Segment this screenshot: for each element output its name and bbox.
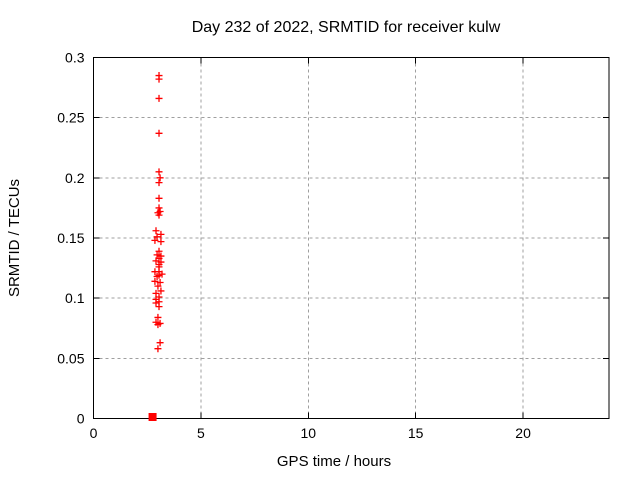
chart-title: Day 232 of 2022, SRMTID for receiver kul…: [192, 19, 501, 36]
data-point-plus: [153, 273, 161, 281]
data-point-plus: [152, 227, 160, 235]
data-point-plus: [155, 204, 163, 212]
y-axis-label: SRMTID / TECUs: [6, 179, 23, 297]
data-point-plus: [155, 129, 163, 137]
y-tick-label: 0.1: [65, 290, 85, 306]
data-point-plus: [154, 345, 162, 353]
data-point-plus: [155, 211, 163, 219]
data-point-square: [148, 413, 157, 421]
x-tick-label: 0: [90, 425, 98, 441]
x-axis-label: GPS time / hours: [277, 453, 391, 470]
data-point-plus: [154, 282, 162, 290]
data-point-plus: [152, 289, 160, 297]
y-tick-label: 0: [77, 411, 85, 427]
data-point-plus: [155, 168, 163, 176]
y-tick-label: 0.05: [57, 350, 84, 366]
data-point-plus: [155, 247, 163, 255]
data-point-plus: [151, 236, 159, 244]
data-point-plus: [158, 270, 166, 278]
data-point-plus: [153, 233, 161, 241]
data-point-plus: [154, 321, 162, 329]
data-point-plus: [155, 179, 163, 187]
tick-labels-layer: 0 5 10 15 20 0 0.05 0.1 0.15 0.2 0.25 0.3: [57, 50, 531, 442]
data-point-plus: [155, 75, 163, 83]
data-point-plus: [152, 299, 160, 307]
data-point-plus: [155, 94, 163, 102]
axes-border-layer: [93, 57, 610, 419]
data-points-layer: [148, 72, 166, 421]
gridlines-layer: [93, 57, 609, 419]
x-tick-label: 5: [197, 425, 205, 441]
x-tick-label: 15: [408, 425, 424, 441]
data-point-plus: [155, 303, 163, 311]
data-point-plus: [156, 174, 164, 182]
data-point-plus: [155, 194, 163, 202]
data-point-plus: [156, 339, 164, 347]
x-tick-label: 20: [515, 425, 531, 441]
data-point-plus: [157, 230, 165, 238]
data-point-plus: [157, 238, 165, 246]
y-tick-label: 0.15: [57, 230, 84, 246]
y-tick-label: 0.25: [57, 110, 84, 126]
data-point-plus: [153, 251, 161, 259]
y-tick-label: 0.2: [65, 170, 85, 186]
data-point-plus: [151, 277, 159, 285]
y-tick-label: 0.3: [65, 50, 85, 66]
data-point-plus: [157, 287, 165, 295]
x-tick-label: 10: [301, 425, 317, 441]
data-point-plus: [152, 257, 160, 265]
data-point-plus: [156, 279, 164, 287]
data-point-plus: [154, 313, 162, 321]
